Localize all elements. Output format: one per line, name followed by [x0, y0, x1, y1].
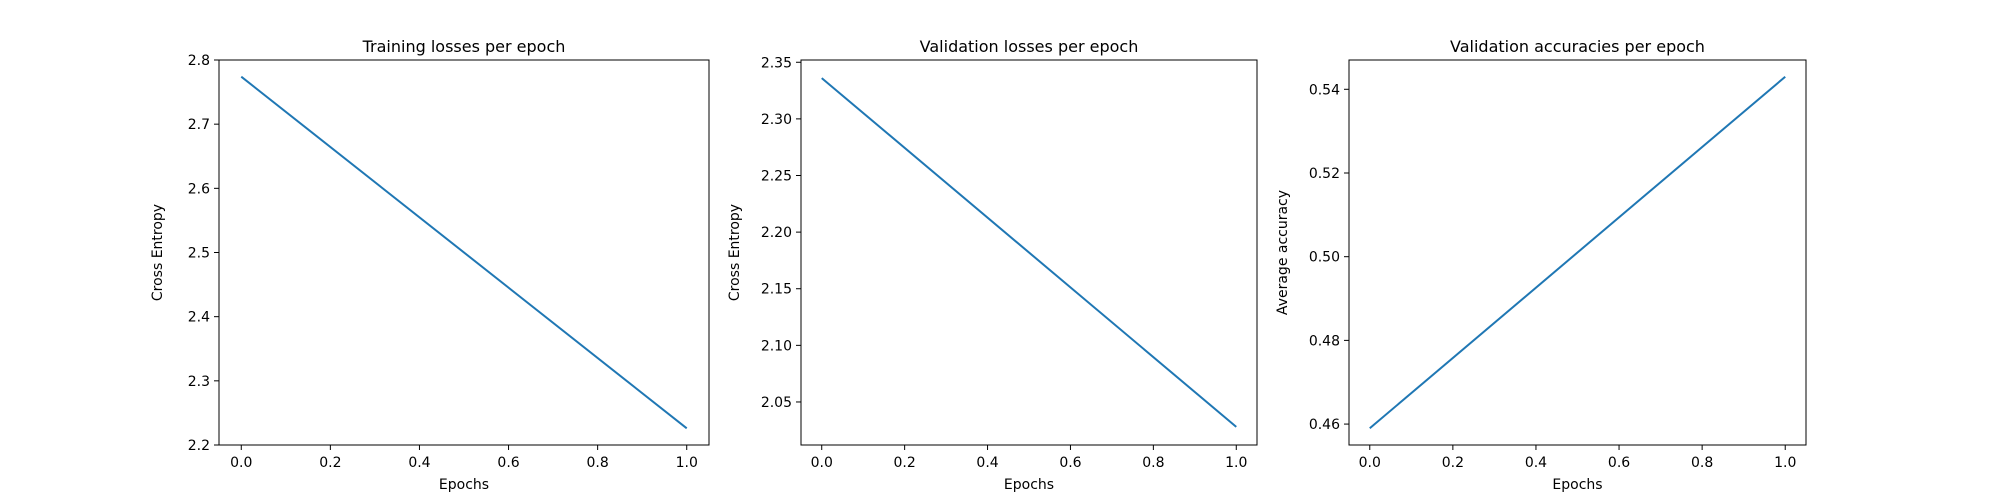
x-tick-label: 0.6 — [497, 455, 519, 471]
y-tick-label: 2.6 — [188, 181, 210, 197]
x-tick-label: 0.0 — [811, 455, 833, 471]
chart-title: Validation losses per epoch — [920, 37, 1139, 56]
y-tick-label: 2.3 — [188, 374, 210, 390]
y-tick-label: 0.50 — [1309, 250, 1340, 266]
x-tick-label: 0.2 — [1442, 455, 1464, 471]
x-tick-label: 1.0 — [676, 455, 698, 471]
y-tick-label: 2.15 — [761, 282, 792, 298]
x-axis-label: Epochs — [1552, 477, 1602, 493]
x-tick-label: 0.2 — [894, 455, 916, 471]
y-tick-label: 2.7 — [188, 117, 210, 133]
x-tick-label: 0.8 — [1142, 455, 1164, 471]
y-tick-label: 2.10 — [761, 338, 792, 354]
y-axis-label: Average accuracy — [1275, 190, 1291, 315]
x-tick-label: 0.4 — [1525, 455, 1547, 471]
chart-title: Validation accuracies per epoch — [1450, 37, 1705, 56]
y-tick-label: 2.5 — [188, 246, 210, 262]
y-tick-label: 2.8 — [188, 53, 210, 69]
x-tick-label: 0.4 — [976, 455, 998, 471]
y-tick-label: 2.30 — [761, 112, 792, 128]
chart-panel-1: 0.0 0.2 0.4 0.6 0.8 1.0 2.2 2.3 2.4 2.5 2.6 2.7 2.8 T… — [150, 37, 710, 493]
axes-frame — [1348, 59, 1807, 446]
series-line-1 — [1369, 75, 1786, 430]
x-tick-label: 0.6 — [1059, 455, 1081, 471]
chart-panel-2: 0.0 0.2 0.4 0.6 0.8 1.0 2.05 2.10 2.15 2.20 2.25 2.… — [727, 37, 1258, 493]
y-tick-label: 0.48 — [1309, 333, 1340, 349]
y-tick-label: 2.05 — [761, 395, 792, 411]
y-tick-label: 0.54 — [1309, 82, 1340, 98]
y-axis-label: Cross Entropy — [727, 204, 743, 301]
series-line-1 — [240, 75, 688, 430]
x-tick-label: 1.0 — [1774, 455, 1796, 471]
x-tick-label: 0.0 — [1359, 455, 1381, 471]
x-tick-label: 0.0 — [230, 455, 252, 471]
y-tick-label: 2.2 — [188, 438, 210, 454]
chart-title: Training losses per epoch — [362, 37, 566, 56]
axes-frame — [800, 59, 1258, 446]
x-axis-label: Epochs — [439, 477, 489, 493]
x-tick-label: 0.4 — [408, 455, 430, 471]
chart-panel-3: 0.0 0.2 0.4 0.6 0.8 1.0 0.46 0.48 0.50 0.52 0.54 Va… — [1275, 37, 1807, 493]
x-tick-label: 0.6 — [1608, 455, 1630, 471]
x-tick-label: 0.8 — [587, 455, 609, 471]
y-tick-label: 2.35 — [761, 55, 792, 71]
x-tick-label: 1.0 — [1225, 455, 1247, 471]
y-tick-label: 2.25 — [761, 169, 792, 185]
x-tick-label: 0.8 — [1691, 455, 1713, 471]
y-tick-label: 0.52 — [1309, 166, 1340, 182]
y-tick-label: 2.20 — [761, 225, 792, 241]
x-tick-label: 0.2 — [319, 455, 341, 471]
y-tick-label: 0.46 — [1309, 417, 1340, 433]
series-line-1 — [821, 77, 1237, 428]
y-tick-label: 2.4 — [188, 310, 210, 326]
x-axis-label: Epochs — [1004, 477, 1054, 493]
y-axis-label: Cross Entropy — [150, 204, 166, 301]
